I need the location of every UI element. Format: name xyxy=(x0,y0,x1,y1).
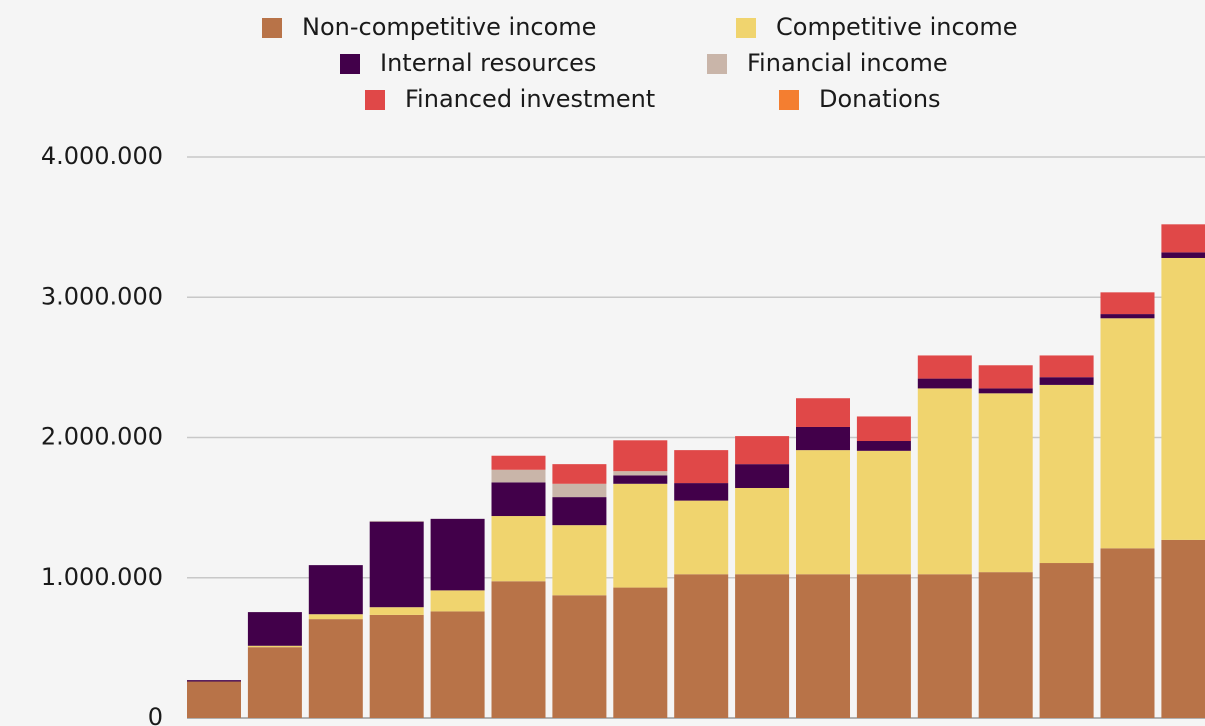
bar-segment xyxy=(613,483,668,588)
bar-segment xyxy=(917,574,972,718)
bar-segment xyxy=(735,574,790,718)
bar-segment xyxy=(1100,548,1155,718)
bar-segment xyxy=(796,398,850,427)
bar-segment xyxy=(735,464,790,488)
legend-swatch xyxy=(736,18,756,38)
bar-segment xyxy=(1039,355,1094,378)
bar-segment xyxy=(552,595,607,718)
bar-segment xyxy=(917,355,972,379)
legend-swatch xyxy=(365,90,385,110)
bar-segment xyxy=(491,455,546,470)
bar-segment xyxy=(856,441,911,451)
bar-segment xyxy=(796,426,850,451)
y-tick-label: 1.000.000 xyxy=(41,563,163,591)
bar-segment xyxy=(917,388,972,575)
bar-segment xyxy=(552,525,607,596)
bar-segment xyxy=(674,450,729,484)
bar-segment xyxy=(552,483,607,498)
bar-segment xyxy=(613,440,668,472)
legend-swatch xyxy=(262,18,282,38)
legend-label: Donations xyxy=(819,85,941,113)
bar-segment xyxy=(491,482,546,517)
bar-segment xyxy=(308,614,363,620)
bar-segment xyxy=(613,471,668,476)
bar-segment xyxy=(1161,539,1205,718)
bar-segment xyxy=(674,500,729,575)
y-tick-label: 0 xyxy=(148,703,163,726)
bar-segment xyxy=(735,487,790,575)
bar-segment xyxy=(1039,384,1094,564)
bar-segment xyxy=(674,574,729,718)
bar-segment xyxy=(552,497,607,526)
legend-label: Financed investment xyxy=(405,85,655,113)
bar-segment xyxy=(369,520,424,522)
bar-segment xyxy=(613,587,668,718)
bar-segment xyxy=(1100,318,1155,549)
bar-segment xyxy=(308,565,363,615)
bar-segment xyxy=(491,516,546,582)
bar-segment xyxy=(613,475,668,484)
bar-segment xyxy=(491,581,546,718)
bar-segment xyxy=(1100,314,1155,319)
bar-segment xyxy=(978,388,1033,394)
bar-segment xyxy=(856,574,911,718)
legend-label: Competitive income xyxy=(776,13,1017,41)
bar-segment xyxy=(308,619,363,718)
bar-segment xyxy=(430,518,485,591)
bar-segment xyxy=(369,607,424,615)
legend-swatch xyxy=(707,54,727,74)
bar-segment xyxy=(552,464,607,484)
bar-segment xyxy=(430,611,485,718)
bar-segment xyxy=(187,681,241,718)
bar-segment xyxy=(1039,563,1094,718)
legend-label: Financial income xyxy=(747,49,948,77)
y-tick-label: 3.000.000 xyxy=(41,282,163,310)
bar-segment xyxy=(1039,377,1094,385)
bar-segment xyxy=(796,574,850,718)
bar-segment xyxy=(978,365,1033,389)
y-tick-label: 4.000.000 xyxy=(41,142,163,170)
bar-segment xyxy=(796,450,850,575)
bar-segment xyxy=(369,614,424,718)
bar-segment xyxy=(369,521,424,608)
legend-swatch xyxy=(779,90,799,110)
bar-segment xyxy=(187,680,241,682)
bar-segment xyxy=(856,416,911,442)
bar-segment xyxy=(430,590,485,612)
bar-segment xyxy=(1161,252,1205,258)
bar-segment xyxy=(247,612,302,646)
bar-segment xyxy=(917,378,972,389)
bar-segment xyxy=(735,436,790,465)
bar-segment xyxy=(247,647,302,718)
bar-segment xyxy=(978,572,1033,718)
bar-segment xyxy=(491,469,546,483)
y-tick-label: 2.000.000 xyxy=(41,423,163,451)
bar-segment xyxy=(674,483,729,501)
bar-segment xyxy=(247,645,302,648)
legend-label: Non-competitive income xyxy=(302,13,596,41)
legend-swatch xyxy=(340,54,360,74)
bar-segment xyxy=(856,450,911,575)
legend-label: Internal resources xyxy=(380,49,596,77)
bar-segment xyxy=(978,393,1033,573)
bar-segment xyxy=(1161,257,1205,540)
bar-segment xyxy=(1161,224,1205,253)
bar-segment xyxy=(1100,292,1155,315)
